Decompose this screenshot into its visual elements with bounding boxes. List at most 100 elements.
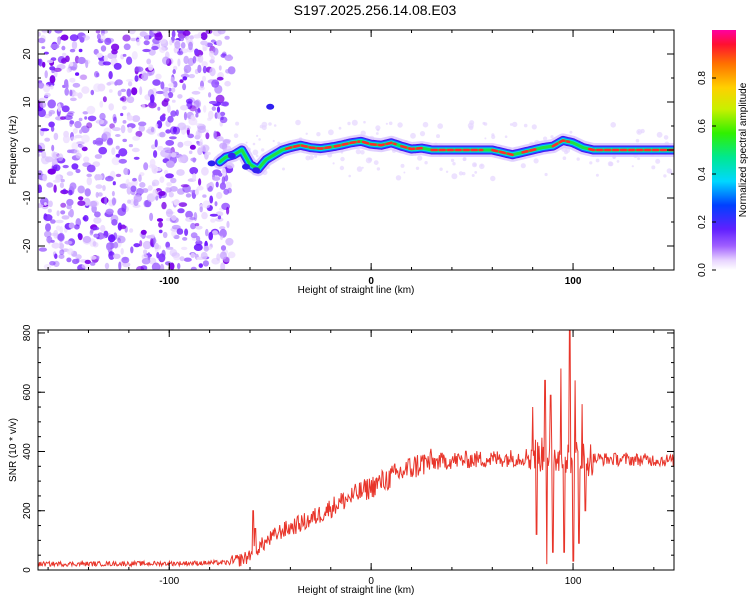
noise-blob xyxy=(190,266,197,270)
noise-blob xyxy=(153,30,158,34)
noise-speckle xyxy=(368,157,373,162)
noise-blob xyxy=(93,48,99,55)
noise-blob xyxy=(170,152,177,158)
spec-y-tick-label: 20 xyxy=(22,48,33,60)
noise-blob xyxy=(84,188,91,197)
noise-blob xyxy=(220,262,226,270)
noise-blob xyxy=(151,144,156,150)
noise-speckle xyxy=(490,175,496,182)
noise-blob xyxy=(61,215,70,220)
noise-blob xyxy=(38,144,43,153)
noise-blob xyxy=(133,194,142,203)
noise-blob xyxy=(90,89,95,96)
noise-blob xyxy=(83,156,90,163)
noise-blob xyxy=(192,157,196,163)
noise-blob xyxy=(159,131,166,138)
noise-speckle xyxy=(663,174,667,178)
noise-blob xyxy=(130,185,137,193)
noise-blob xyxy=(212,176,221,181)
noise-blob xyxy=(170,76,175,84)
noise-blob xyxy=(120,112,124,117)
noise-blob xyxy=(219,142,228,149)
noise-blob xyxy=(133,243,141,248)
noise-blob xyxy=(47,208,52,213)
noise-blob xyxy=(42,61,46,68)
noise-blob xyxy=(41,30,49,34)
noise-blob xyxy=(202,46,207,52)
noise-blob xyxy=(190,252,196,258)
noise-blob xyxy=(201,211,208,220)
noise-speckle xyxy=(472,162,477,168)
noise-blob xyxy=(115,134,121,137)
noise-blob xyxy=(78,48,83,53)
noise-blob xyxy=(66,171,74,176)
noise-blob xyxy=(143,162,149,171)
noise-blob xyxy=(38,247,48,252)
noise-blob xyxy=(174,41,181,49)
noise-blob xyxy=(93,217,102,224)
noise-speckle xyxy=(388,121,393,126)
noise-blob xyxy=(156,218,164,222)
noise-blob xyxy=(71,163,79,170)
colorbar-label: Normalized spectral amplitude xyxy=(738,82,749,217)
noise-blob xyxy=(67,210,73,217)
noise-blob xyxy=(219,226,226,230)
noise-blob xyxy=(74,120,82,129)
noise-blob xyxy=(152,79,161,86)
noise-speckle xyxy=(258,138,261,141)
noise-blob xyxy=(154,139,158,148)
noise-blob xyxy=(146,235,155,239)
noise-blob xyxy=(122,120,127,124)
noise-blob xyxy=(45,223,51,232)
noise-speckle xyxy=(361,166,364,169)
noise-blob xyxy=(226,162,235,169)
noise-blob xyxy=(215,181,219,188)
noise-blob xyxy=(177,141,184,148)
noise-speckle xyxy=(395,175,402,181)
noise-blob xyxy=(112,181,116,186)
noise-speckle xyxy=(417,155,423,161)
noise-blob xyxy=(138,174,142,182)
noise-blob xyxy=(127,126,133,133)
noise-blob xyxy=(206,151,211,156)
noise-blob xyxy=(177,94,183,99)
noise-speckle xyxy=(403,171,406,174)
noise-blob xyxy=(111,197,116,206)
noise-speckle xyxy=(589,161,593,165)
noise-blob xyxy=(69,62,74,67)
noise-speckle xyxy=(375,132,379,135)
noise-blob xyxy=(224,174,229,182)
noise-blob xyxy=(214,201,218,207)
noise-blob xyxy=(219,116,228,124)
noise-blob xyxy=(102,131,111,140)
snr-x-tick-label: -100 xyxy=(159,576,179,587)
noise-blob xyxy=(196,235,201,243)
noise-blob xyxy=(57,103,61,112)
noise-speckle xyxy=(235,121,240,126)
noise-blob xyxy=(180,42,186,49)
noise-blob xyxy=(95,184,103,189)
spec-y-tick-label: -20 xyxy=(22,238,33,253)
noise-blob xyxy=(75,72,80,76)
noise-blob xyxy=(222,256,231,263)
noise-blob xyxy=(159,46,166,53)
noise-blob xyxy=(50,43,60,50)
noise-blob xyxy=(42,173,48,182)
noise-blob xyxy=(205,132,210,140)
noise-blob xyxy=(162,231,168,239)
noise-blob xyxy=(95,137,104,145)
noise-blob xyxy=(111,49,118,55)
noise-speckle xyxy=(347,121,351,126)
noise-blob xyxy=(49,261,56,266)
noise-blob xyxy=(195,123,204,127)
noise-speckle xyxy=(651,165,656,170)
noise-speckle xyxy=(512,121,518,128)
noise-blob xyxy=(142,240,152,250)
noise-blob xyxy=(226,206,230,215)
noise-blob xyxy=(158,191,166,196)
noise-blob xyxy=(184,228,189,236)
ridge-blob xyxy=(227,152,236,159)
noise-blob xyxy=(109,123,115,129)
noise-speckle xyxy=(450,158,455,163)
noise-blob xyxy=(224,80,231,87)
